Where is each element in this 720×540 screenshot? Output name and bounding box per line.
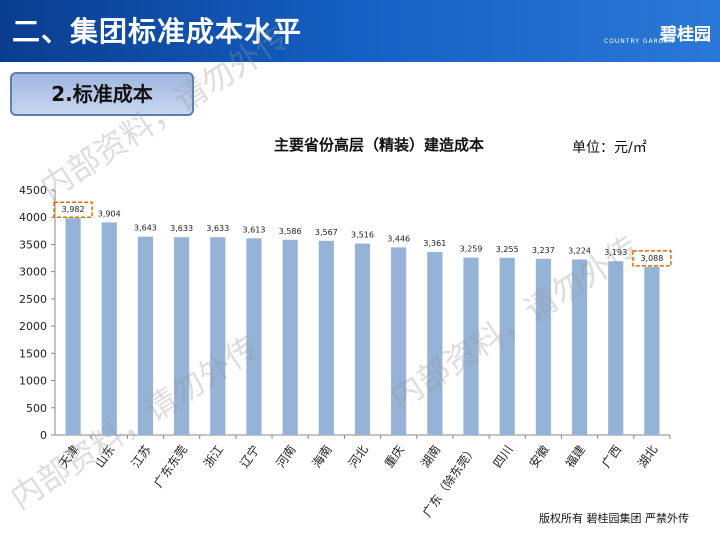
- x-category-label: 重庆: [382, 443, 407, 471]
- bar: [318, 240, 334, 435]
- x-category-label: 安徽: [526, 442, 552, 470]
- data-label: 3,224: [568, 246, 591, 255]
- bar: [65, 218, 81, 435]
- chart-title: 主要省份高层（精装）建造成本: [274, 136, 485, 154]
- data-label: 3,982: [62, 205, 85, 214]
- y-tick-label: 1000: [19, 375, 47, 388]
- bar: [571, 259, 588, 435]
- data-label: 3,613: [243, 225, 266, 234]
- bar: [137, 236, 154, 435]
- logo-icon: [684, 29, 694, 34]
- data-label: 3,259: [460, 245, 483, 254]
- bar: [427, 252, 443, 435]
- y-tick-label: 3000: [19, 266, 47, 279]
- data-label: 3,255: [496, 245, 519, 254]
- data-label: 3,088: [640, 254, 663, 263]
- logo-text: 碧桂园: [660, 25, 711, 45]
- data-label: 3,567: [315, 228, 338, 237]
- header-bar: 二、集团标准成本水平: [0, 0, 720, 62]
- x-category-label: 河北: [346, 443, 371, 471]
- bar: [499, 257, 515, 435]
- y-tick-label: 2500: [19, 293, 47, 306]
- bar: [282, 239, 298, 435]
- bar: [391, 247, 407, 435]
- bar: [246, 238, 262, 435]
- x-category-label: 河南: [273, 442, 299, 470]
- section-label: 2.标准成本: [10, 72, 194, 116]
- x-category-label: 福建: [562, 442, 588, 470]
- data-label: 3,237: [532, 246, 555, 255]
- x-category-label: 辽宁: [236, 442, 262, 470]
- data-label: 3,516: [351, 231, 374, 240]
- bar: [463, 257, 479, 435]
- y-tick-label: 1500: [19, 347, 47, 360]
- bar: [608, 261, 624, 435]
- data-label: 3,633: [170, 224, 193, 233]
- data-label: 3,633: [206, 224, 229, 233]
- page-title: 二、集团标准成本水平: [12, 15, 303, 48]
- x-category-label: 湖北: [634, 442, 660, 470]
- bar: [101, 222, 117, 435]
- y-tick-label: 3500: [19, 238, 47, 251]
- x-category-label: 湖南: [417, 442, 443, 470]
- logo-subtext: COUNTRY GARDEN: [604, 38, 675, 45]
- x-category-label: 广东东莞: [151, 443, 190, 490]
- y-tick-label: 2000: [19, 320, 47, 333]
- bar: [210, 237, 226, 435]
- chart-unit: 单位：元/㎡: [572, 140, 647, 156]
- data-label: 3,904: [98, 209, 121, 218]
- y-tick-label: 500: [26, 402, 47, 415]
- data-label: 3,643: [134, 224, 157, 233]
- y-tick-label: 4500: [19, 184, 47, 197]
- y-tick-label: 4000: [19, 211, 47, 224]
- bar: [174, 237, 190, 435]
- data-label: 3,193: [604, 248, 627, 257]
- highlight-box: [53, 201, 93, 218]
- data-label: 3,361: [423, 239, 446, 248]
- bar: [535, 258, 551, 435]
- data-label: 3,446: [387, 234, 410, 243]
- bar: [354, 243, 371, 435]
- x-category-label: 广西: [599, 443, 624, 471]
- x-category-label: 浙江: [201, 443, 226, 471]
- y-tick-label: 0: [40, 429, 47, 442]
- bar: [644, 266, 660, 435]
- highlight-box: [632, 250, 672, 267]
- x-category-label: 四川: [490, 443, 515, 471]
- footer-copyright: 版权所有 碧桂园集团 严禁外传: [539, 512, 689, 525]
- x-category-label: 海南: [309, 442, 335, 470]
- data-label: 3,586: [279, 227, 302, 236]
